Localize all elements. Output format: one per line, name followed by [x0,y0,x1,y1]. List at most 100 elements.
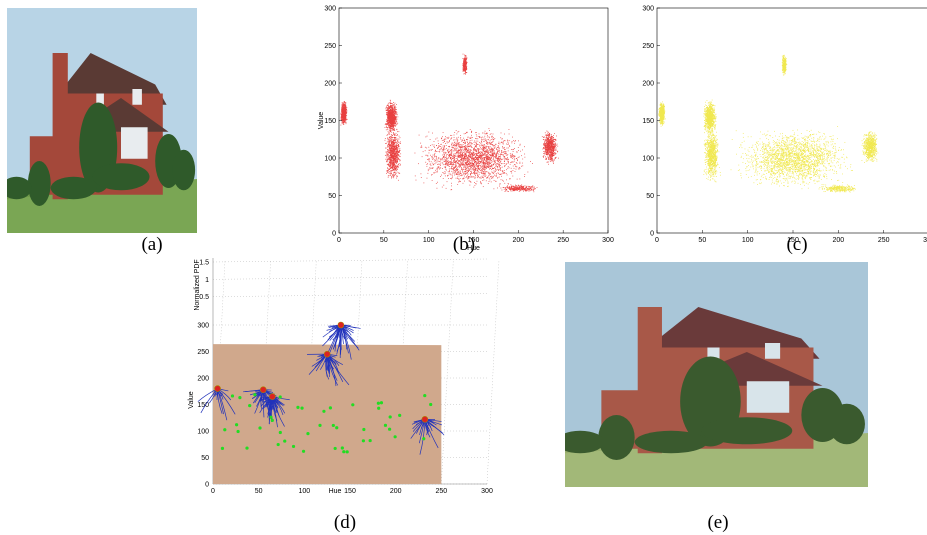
dot [466,66,467,67]
dot [428,169,429,170]
dot [486,140,487,141]
dot [393,110,394,111]
dot [394,162,395,163]
dot [387,114,388,115]
dot [392,124,393,125]
dot [492,177,493,178]
dot [394,165,395,166]
dot [551,153,552,154]
dot [390,146,391,147]
dot [460,173,461,174]
dot [510,164,511,165]
dot [389,118,390,119]
dot [395,149,396,150]
dot [488,159,489,160]
dot [390,131,391,132]
dot [444,159,445,160]
dot [519,167,520,168]
dot [392,165,393,166]
dot [448,178,449,179]
dot [396,165,397,166]
dot [432,144,433,145]
dot [479,142,480,143]
dot [519,169,520,170]
dot [556,148,557,149]
dot [551,145,552,146]
dot [507,157,508,158]
dot [547,138,548,139]
dot [386,161,387,162]
dot [389,142,390,143]
dot [468,174,469,175]
dot [344,108,345,109]
dot [480,143,481,144]
dot [465,62,466,63]
dot [476,136,477,137]
dot [554,147,555,148]
dot [463,160,464,161]
dot [501,152,502,153]
tree [51,177,97,200]
window [765,343,780,359]
dot [392,174,393,175]
dot [517,152,518,153]
dot [396,151,397,152]
dot [451,168,452,169]
dot [551,158,552,159]
dot [396,163,397,164]
dot [397,116,398,117]
dot [399,150,400,151]
dot [462,160,463,161]
dot [341,108,342,109]
dot [504,170,505,171]
dot [458,172,459,173]
dot [552,153,553,154]
dot [494,163,495,164]
dot [390,125,391,126]
dot [394,129,395,130]
dot [397,167,398,168]
dot [487,152,488,153]
dot [485,155,486,156]
dot [488,165,489,166]
dot [393,162,394,163]
dot [493,168,494,169]
dot [449,140,450,141]
dot [394,157,395,158]
dot [500,137,501,138]
dot [452,149,453,150]
dot [399,163,400,164]
dot [394,134,395,135]
dot [394,143,395,144]
dot [391,117,392,118]
dot [472,137,473,138]
dot [544,145,545,146]
dot [464,176,465,177]
dot [552,140,553,141]
dot [388,120,389,121]
dot [499,162,500,163]
dot [451,150,452,151]
dot [392,117,393,118]
dot [389,175,390,176]
dot [435,172,436,173]
dot [343,120,344,121]
dot [511,157,512,158]
dot [517,160,518,161]
dot [390,100,391,101]
dot [547,145,548,146]
dot [388,138,389,139]
dot [487,164,488,165]
dot [551,149,552,150]
window [121,127,148,159]
dot [477,174,478,175]
dot [396,150,397,151]
dot [446,148,447,149]
dot [421,173,422,174]
dot [446,152,447,153]
dot [507,168,508,169]
dot [505,151,506,152]
dot [397,129,398,130]
dot [392,109,393,110]
dot [455,167,456,168]
